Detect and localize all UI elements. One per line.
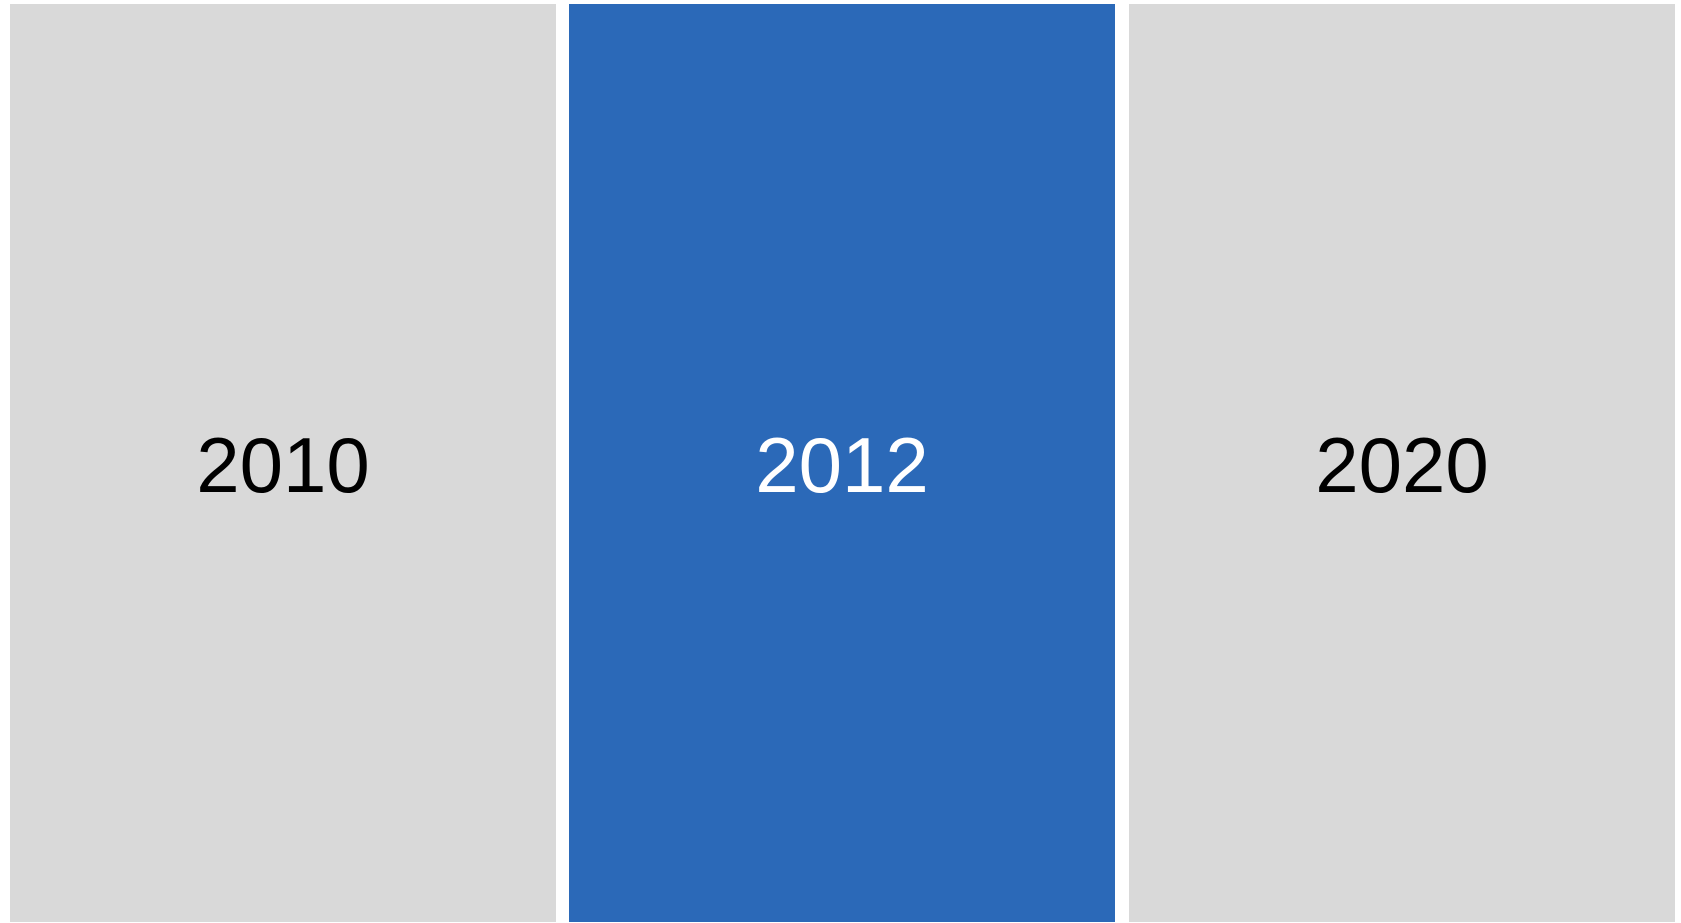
year-tab[interactable]: 2020 [1129, 4, 1675, 922]
tab-label: 2012 [755, 420, 929, 509]
year-tab[interactable]: 2010 [10, 4, 556, 922]
tab-label: 2010 [196, 420, 370, 509]
tab-label: 2020 [1315, 420, 1489, 509]
year-tab-selected[interactable]: 2012 [569, 4, 1115, 922]
